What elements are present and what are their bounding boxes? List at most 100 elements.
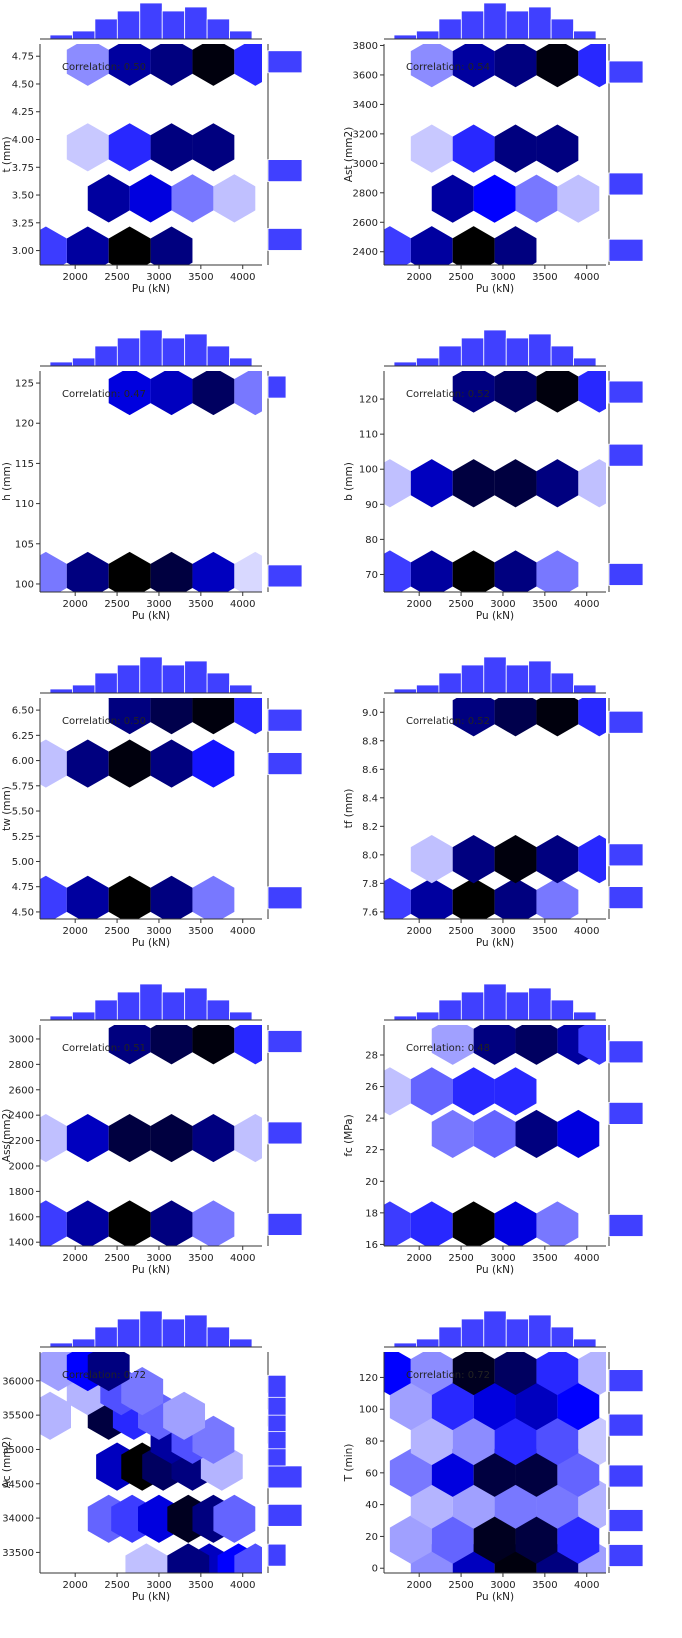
hex-bin bbox=[234, 1543, 262, 1573]
hex-bin bbox=[431, 1381, 474, 1431]
hex-bin bbox=[410, 1067, 453, 1116]
hex-bin bbox=[192, 551, 235, 592]
hex-bin bbox=[473, 1515, 516, 1564]
x-axis-label: Pu (kN) bbox=[476, 283, 514, 295]
hex-bin bbox=[40, 875, 67, 919]
side-hist-bar bbox=[267, 1374, 287, 1398]
hex-bin bbox=[410, 226, 453, 265]
y-tick-label: 35000 bbox=[2, 1445, 34, 1456]
hex-bin bbox=[515, 1448, 558, 1497]
top-hist-bar bbox=[550, 999, 574, 1021]
x-tick-label: 3500 bbox=[188, 272, 213, 283]
hex-layer bbox=[384, 1352, 606, 1573]
side-hist-bar bbox=[608, 1102, 644, 1125]
y-tick-label: 6.00 bbox=[12, 756, 34, 767]
y-axis-label: Ass(mm2) bbox=[1, 1109, 13, 1162]
top-hist-bar bbox=[139, 983, 163, 1021]
x-tick-label: 3000 bbox=[490, 926, 515, 937]
side-hist-bar bbox=[608, 710, 644, 734]
top-hist-bar bbox=[393, 1342, 417, 1348]
x-axis-label: Pu (kN) bbox=[132, 937, 170, 949]
side-hist-bar bbox=[267, 159, 303, 183]
hex-bin bbox=[431, 1109, 474, 1159]
hex-bin bbox=[578, 698, 606, 737]
top-hist-bar bbox=[139, 656, 163, 694]
hex-bin bbox=[557, 1109, 600, 1159]
hex-bin bbox=[536, 1480, 579, 1529]
side-hist-bar bbox=[267, 1213, 303, 1236]
top-hist-bar bbox=[528, 333, 552, 367]
x-tick-label: 2500 bbox=[104, 926, 129, 937]
y-tick-label: 3.50 bbox=[12, 191, 34, 202]
y-tick-label: 125 bbox=[15, 379, 34, 390]
hexbin-chart: 2000 2500 3000 3500 4000 0 20 40 60 80 100 120 Pu (k… bbox=[343, 1310, 644, 1603]
top-hist-bar bbox=[206, 345, 230, 367]
hex-bin bbox=[234, 371, 262, 416]
top-hist-bar bbox=[483, 2, 507, 40]
top-hist-bar bbox=[573, 357, 597, 367]
hex-bin bbox=[452, 1352, 495, 1396]
top-hist-bar bbox=[438, 999, 462, 1021]
hex-bin bbox=[452, 877, 495, 919]
hex-bin bbox=[578, 459, 606, 508]
x-tick-label: 4000 bbox=[574, 1253, 599, 1264]
top-hist-bar bbox=[550, 1326, 574, 1348]
x-tick-label: 4000 bbox=[574, 272, 599, 283]
top-hist-bar bbox=[393, 688, 417, 694]
chart-panel: 2000 2500 3000 3500 4000 16 18 20 22 24 26 28 Pu (kN… bbox=[341, 981, 682, 1308]
hex-bin bbox=[410, 124, 453, 173]
side-hist-bar bbox=[608, 1464, 644, 1488]
x-axis-label: Pu (kN) bbox=[476, 937, 514, 949]
hex-bin bbox=[66, 739, 109, 788]
top-hist-bar bbox=[483, 1310, 507, 1348]
hex-bin bbox=[66, 1200, 109, 1246]
x-tick-label: 3500 bbox=[532, 272, 557, 283]
x-tick-label: 3500 bbox=[532, 1253, 557, 1264]
hex-bin bbox=[192, 698, 235, 735]
y-tick-label: 4.75 bbox=[12, 882, 34, 893]
top-hist-bar bbox=[206, 18, 230, 40]
y-axis-label: tw (mm) bbox=[1, 786, 13, 831]
hex-bin bbox=[431, 1025, 474, 1065]
side-hist-bar bbox=[608, 1544, 644, 1567]
x-tick-label: 3000 bbox=[490, 1580, 515, 1591]
hex-bin bbox=[473, 1381, 516, 1431]
chart-panel: 2000 2500 3000 3500 4000 70 80 90 100 110 120 Pu (k… bbox=[341, 327, 682, 654]
chart-panel: 2000 2500 3000 3500 4000 2400 2600 2800 3000 3200… bbox=[341, 0, 682, 327]
hex-bin bbox=[536, 550, 579, 592]
hex-bin bbox=[234, 1113, 262, 1163]
y-tick-label: 1600 bbox=[9, 1212, 34, 1223]
x-tick-label: 2000 bbox=[62, 272, 87, 283]
correlation-label: Correlation: 0.72 bbox=[62, 1370, 146, 1381]
top-hist-bar bbox=[229, 1011, 253, 1021]
top-hist-bar bbox=[483, 983, 507, 1021]
hex-bin bbox=[452, 1201, 495, 1246]
hex-bin bbox=[384, 459, 411, 508]
x-tick-label: 3500 bbox=[532, 1580, 557, 1591]
x-tick-label: 2000 bbox=[406, 1580, 431, 1591]
hex-bin bbox=[192, 1200, 235, 1246]
top-hist-bar bbox=[460, 1318, 485, 1348]
y-tick-label: 40 bbox=[365, 1500, 378, 1511]
hex-bin bbox=[234, 551, 262, 592]
top-hist-bar bbox=[94, 672, 118, 694]
x-tick-label: 3500 bbox=[532, 599, 557, 610]
x-tick-label: 3000 bbox=[490, 272, 515, 283]
y-tick-label: 8.2 bbox=[362, 822, 378, 833]
hex-bin bbox=[108, 551, 151, 592]
y-tick-label: 120 bbox=[359, 1373, 378, 1384]
y-tick-label: 34000 bbox=[2, 1514, 34, 1525]
top-hist-bar bbox=[94, 999, 118, 1021]
hex-bin bbox=[557, 1515, 600, 1564]
top-hist-bar bbox=[206, 999, 230, 1021]
y-tick-label: 3200 bbox=[353, 129, 378, 140]
y-tick-label: 100 bbox=[15, 579, 34, 590]
hex-bin bbox=[66, 1113, 109, 1163]
hex-bin bbox=[536, 698, 579, 737]
y-tick-label: 2000 bbox=[9, 1161, 34, 1172]
top-hist-bar bbox=[184, 333, 208, 367]
hex-bin bbox=[150, 371, 193, 416]
y-tick-label: 2400 bbox=[353, 247, 378, 258]
y-tick-label: 3800 bbox=[353, 41, 378, 52]
